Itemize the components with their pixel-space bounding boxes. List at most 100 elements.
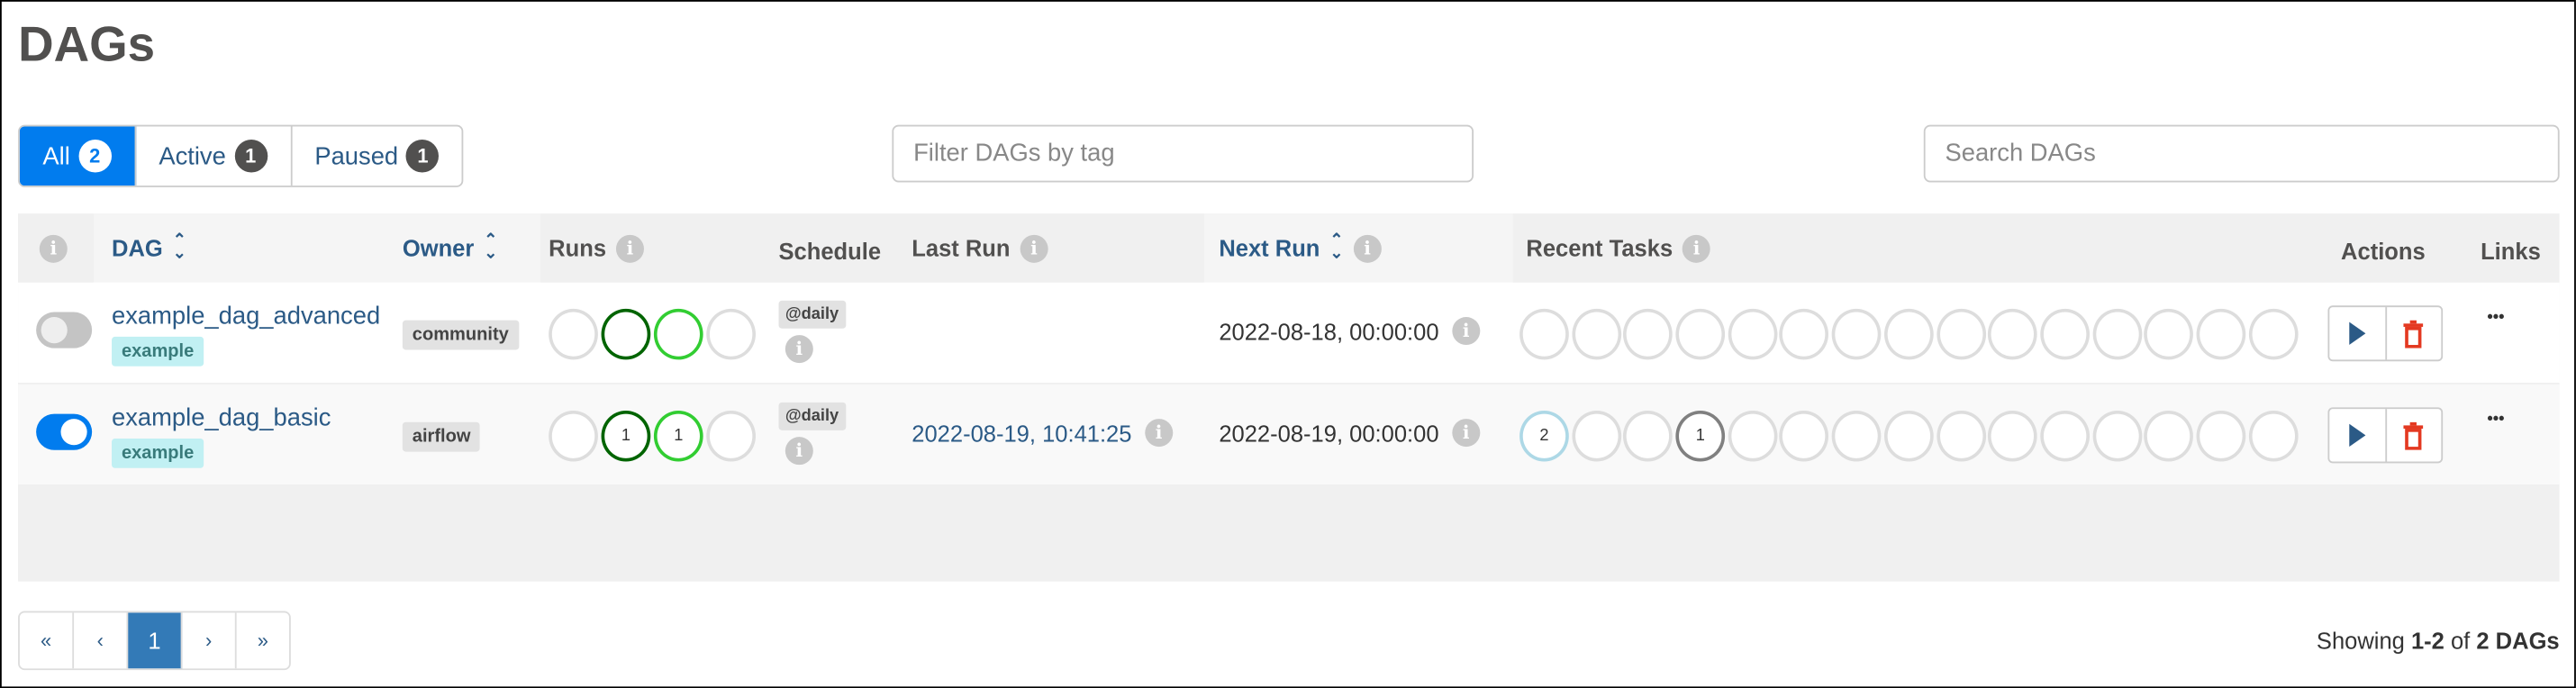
task-status-circle[interactable]: [2091, 308, 2142, 360]
task-status-circle[interactable]: [2248, 308, 2298, 360]
info-icon[interactable]: i: [39, 233, 68, 262]
task-status-circle[interactable]: [2091, 410, 2142, 462]
page-button[interactable]: 1: [128, 612, 183, 669]
task-status-circle[interactable]: [1728, 308, 1778, 360]
run-status-circle[interactable]: [653, 308, 703, 360]
page-button[interactable]: ›: [182, 612, 237, 669]
column-schedule: Schedule: [779, 217, 882, 286]
owner-badge[interactable]: community: [402, 320, 519, 350]
column-label: Next Run: [1219, 234, 1320, 262]
dag-link[interactable]: example_dag_basic: [112, 403, 331, 432]
count-badge: 1: [233, 140, 268, 173]
links-menu-button[interactable]: •••: [2487, 308, 2505, 327]
trash-icon: [2403, 421, 2424, 449]
column-runs: Runs i: [549, 213, 644, 283]
showing-count: Showing 1-2 of 2 DAGs: [2317, 628, 2560, 654]
task-status-circle[interactable]: [2144, 410, 2194, 462]
column-label: Recent Tasks: [1526, 234, 1673, 262]
info-icon[interactable]: i: [1353, 233, 1382, 262]
task-status-circle[interactable]: [1936, 410, 1986, 462]
column-label: Schedule: [778, 238, 882, 265]
info-icon[interactable]: i: [1683, 233, 1711, 262]
trigger-dag-button[interactable]: [2329, 307, 2387, 360]
run-status-circle[interactable]: [706, 308, 756, 360]
owner-badge[interactable]: airflow: [402, 421, 481, 452]
links-menu-button[interactable]: •••: [2487, 410, 2505, 430]
run-status-circle[interactable]: [706, 410, 756, 462]
sort-icon: ⌃ ⌄: [484, 231, 498, 263]
trigger-dag-button[interactable]: [2329, 409, 2387, 462]
run-status-circle[interactable]: 1: [653, 410, 703, 462]
play-icon: [2348, 321, 2365, 346]
tab-label: Active: [159, 141, 226, 170]
column-dag[interactable]: DAG ⌃ ⌄: [112, 213, 186, 283]
schedule-badge: @daily: [778, 402, 846, 430]
tab-paused[interactable]: Paused 1: [292, 126, 462, 186]
task-status-circle[interactable]: [1623, 308, 1673, 360]
info-icon[interactable]: i: [1020, 233, 1048, 262]
column-owner[interactable]: Owner ⌃ ⌄: [403, 213, 498, 283]
task-status-circle[interactable]: [1988, 410, 2037, 462]
task-status-circle[interactable]: [1988, 308, 2037, 360]
task-status-circle[interactable]: [1780, 410, 1829, 462]
task-status-circle[interactable]: [1831, 410, 1882, 462]
task-status-circle[interactable]: [2248, 410, 2298, 462]
run-status-circle[interactable]: [601, 308, 651, 360]
task-status-circle[interactable]: [1831, 308, 1882, 360]
task-status-circle[interactable]: [2196, 308, 2246, 360]
count-badge: 1: [406, 140, 440, 173]
task-status-circle[interactable]: 1: [1675, 410, 1726, 462]
column-label: Runs: [549, 234, 607, 262]
delete-dag-button[interactable]: [2386, 409, 2441, 461]
pause-toggle[interactable]: [36, 413, 93, 450]
task-status-circle[interactable]: [1623, 410, 1673, 462]
run-status-circle[interactable]: 1: [601, 410, 651, 462]
search-dags-input[interactable]: [1923, 124, 2560, 183]
page-button[interactable]: »: [257, 629, 268, 653]
info-icon[interactable]: i: [785, 437, 813, 466]
info-icon[interactable]: i: [1452, 419, 1481, 448]
task-status-circle[interactable]: [2040, 308, 2090, 360]
column-next-run[interactable]: Next Run ⌃ ⌄ i: [1219, 213, 1382, 283]
dag-link[interactable]: example_dag_advanced: [112, 302, 381, 330]
column-last-run: Last Run i: [912, 213, 1048, 283]
task-status-circle[interactable]: [1571, 308, 1621, 360]
page-title: DAGs: [18, 18, 156, 73]
task-status-circle[interactable]: [1728, 410, 1778, 462]
page-button[interactable]: ‹: [74, 612, 129, 669]
task-status-circle[interactable]: [1571, 410, 1621, 462]
task-status-circle[interactable]: [1780, 308, 1829, 360]
task-status-circle[interactable]: [1519, 308, 1569, 360]
showing-mid: of: [2444, 627, 2477, 654]
task-status-circle[interactable]: [1883, 308, 1934, 360]
filter-tags-input[interactable]: [892, 124, 1474, 183]
info-icon[interactable]: i: [1452, 317, 1481, 346]
info-icon[interactable]: i: [1145, 419, 1174, 448]
delete-dag-button[interactable]: [2386, 307, 2441, 359]
run-status-circle[interactable]: [549, 410, 598, 462]
tab-active[interactable]: Active 1: [136, 126, 292, 186]
task-status-circle[interactable]: [2040, 410, 2090, 462]
run-status-circle[interactable]: [549, 308, 598, 360]
status-filter-tabs: All 2 Active 1 Paused 1: [18, 124, 465, 187]
column-actions: Actions: [2341, 217, 2426, 286]
last-run-link[interactable]: 2022-08-19, 10:41:25: [912, 420, 1132, 447]
pause-toggle[interactable]: [36, 312, 93, 349]
column-label: Owner: [402, 234, 475, 262]
task-status-circle[interactable]: [1936, 308, 1986, 360]
task-status-circle[interactable]: [2196, 410, 2246, 462]
info-icon[interactable]: i: [615, 233, 644, 262]
info-icon[interactable]: i: [785, 335, 813, 364]
task-status-circle[interactable]: [1883, 410, 1934, 462]
tab-all[interactable]: All 2: [19, 126, 136, 186]
page-button[interactable]: «: [20, 612, 75, 669]
tag-badge[interactable]: example: [112, 438, 204, 468]
tag-badge[interactable]: example: [112, 336, 204, 367]
task-status-circle[interactable]: [2144, 308, 2194, 360]
showing-prefix: Showing: [2316, 627, 2411, 654]
task-status-circle[interactable]: [1675, 308, 1726, 360]
trash-icon: [2403, 319, 2424, 348]
task-status-circle[interactable]: 2: [1519, 410, 1569, 462]
